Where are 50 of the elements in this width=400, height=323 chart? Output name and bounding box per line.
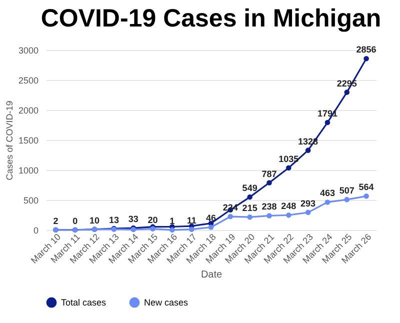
point	[324, 200, 330, 205]
point	[305, 148, 311, 153]
data-label: 1035	[278, 154, 299, 164]
data-label: 33	[128, 214, 138, 224]
point	[364, 56, 369, 62]
legend-label: New cases	[144, 298, 189, 308]
point	[247, 194, 252, 200]
data-label: 463	[320, 188, 335, 198]
data-label: 293	[300, 198, 316, 208]
y-tick-label: 0	[33, 226, 38, 236]
y-axis-title: Cases of COVID-19	[4, 100, 14, 180]
point	[247, 214, 252, 220]
data-label: 46	[206, 213, 216, 224]
point	[228, 214, 234, 220]
data-label: 2	[53, 216, 58, 226]
data-label: 2856	[356, 44, 376, 55]
y-tick-label: 2000	[18, 106, 38, 116]
data-label: 1	[170, 216, 175, 226]
data-label: 787	[262, 168, 277, 179]
legend-label: Total cases	[61, 298, 107, 308]
point	[266, 213, 272, 218]
data-label: 215	[242, 203, 258, 214]
point	[188, 226, 194, 232]
data-label: 564	[358, 182, 374, 192]
point	[286, 212, 292, 218]
y-tick-label: 500	[23, 196, 38, 206]
y-tick-label: 2500	[18, 76, 38, 86]
point	[344, 196, 350, 202]
point	[170, 227, 175, 233]
data-label: 238	[262, 202, 277, 212]
data-label: 549	[242, 183, 258, 194]
chart-title: COVID-19 Cases in Michigan	[40, 4, 382, 33]
data-label: 10	[90, 215, 100, 226]
data-label: 20	[148, 214, 158, 225]
y-tick-label: 1500	[18, 136, 38, 146]
data-label: 11	[186, 215, 196, 226]
data-label: 248	[281, 201, 296, 212]
data-label: 13	[108, 215, 119, 226]
point	[324, 120, 330, 126]
point	[344, 90, 350, 95]
y-tick-label: 1000	[18, 166, 38, 176]
point	[364, 194, 369, 199]
data-label: 0	[72, 216, 78, 226]
x-axis-title: Date	[200, 269, 222, 280]
point	[266, 180, 272, 186]
point	[286, 165, 292, 171]
point	[208, 224, 214, 230]
point	[305, 210, 311, 216]
y-tick-label: 3000	[18, 46, 38, 56]
data-label: 507	[339, 186, 354, 196]
